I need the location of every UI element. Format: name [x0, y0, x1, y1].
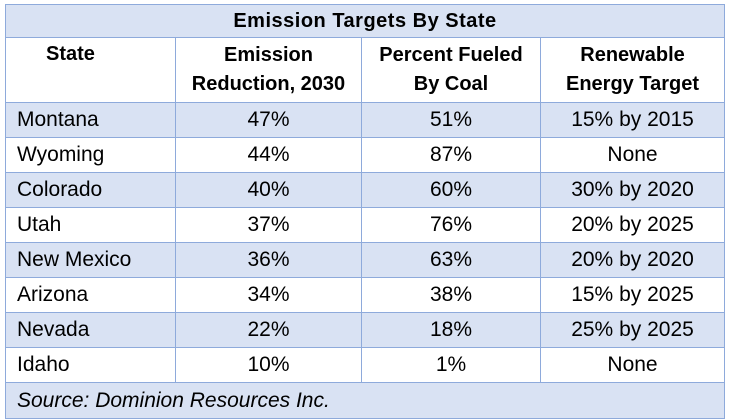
header-percent-coal: Percent Fueled By Coal — [361, 37, 541, 103]
cell-reduction: 36% — [175, 242, 362, 278]
cell-coal: 87% — [361, 137, 541, 173]
header-emission-reduction-line2: Reduction, 2030 — [191, 73, 346, 95]
header-row: State Emission Reduction, 2030 Percent F… — [5, 37, 726, 103]
cell-coal: 18% — [361, 312, 541, 348]
cell-state: Wyoming — [5, 137, 176, 173]
cell-coal: 63% — [361, 242, 541, 278]
header-renewable-target: Renewable Energy Target — [539, 37, 726, 103]
cell-state: Montana — [5, 102, 176, 138]
header-renewable-target-line2: Energy Target — [566, 73, 699, 95]
emission-targets-table: Emission Targets By State State Emission… — [4, 4, 726, 419]
header-emission-reduction-line1: Emission — [224, 44, 313, 66]
cell-state: New Mexico — [5, 242, 176, 278]
table-row: Idaho 10% 1% None — [5, 347, 726, 383]
table-row: Wyoming 44% 87% None — [5, 137, 726, 173]
cell-renewable: 25% by 2025 — [539, 312, 726, 348]
cell-renewable: 30% by 2020 — [539, 172, 726, 208]
cell-coal: 38% — [361, 277, 541, 313]
cell-reduction: 40% — [175, 172, 362, 208]
header-state: State — [5, 37, 176, 103]
cell-reduction: 47% — [175, 102, 362, 138]
cell-reduction: 37% — [175, 207, 362, 243]
cell-renewable: 15% by 2015 — [539, 102, 726, 138]
cell-renewable: None — [539, 347, 726, 383]
cell-reduction: 10% — [175, 347, 362, 383]
cell-state: Idaho — [5, 347, 176, 383]
table-title-row: Emission Targets By State — [4, 4, 726, 38]
cell-coal: 1% — [361, 347, 541, 383]
cell-renewable: 20% by 2020 — [539, 242, 726, 278]
cell-reduction: 34% — [175, 277, 362, 313]
cell-state: Colorado — [5, 172, 176, 208]
table-row: Nevada 22% 18% 25% by 2025 — [5, 312, 726, 348]
source-note: Source: Dominion Resources Inc. — [4, 382, 726, 419]
header-emission-reduction: Emission Reduction, 2030 — [175, 37, 362, 103]
cell-coal: 76% — [361, 207, 541, 243]
table-row: Arizona 34% 38% 15% by 2025 — [5, 277, 726, 313]
table-row: Utah 37% 76% 20% by 2025 — [5, 207, 726, 243]
cell-state: Arizona — [5, 277, 176, 313]
cell-reduction: 22% — [175, 312, 362, 348]
header-percent-coal-line2: By Coal — [413, 73, 489, 95]
table-title: Emission Targets By State — [4, 4, 726, 38]
cell-renewable: None — [539, 137, 726, 173]
cell-reduction: 44% — [175, 137, 362, 173]
cell-coal: 51% — [361, 102, 541, 138]
cell-renewable: 15% by 2025 — [539, 277, 726, 313]
cell-state: Nevada — [5, 312, 176, 348]
cell-state: Utah — [5, 207, 176, 243]
table-row: Colorado 40% 60% 30% by 2020 — [5, 172, 726, 208]
header-renewable-target-line1: Renewable — [580, 44, 685, 66]
table-row: Montana 47% 51% 15% by 2015 — [5, 102, 726, 138]
cell-renewable: 20% by 2025 — [539, 207, 726, 243]
cell-coal: 60% — [361, 172, 541, 208]
table-row: New Mexico 36% 63% 20% by 2020 — [5, 242, 726, 278]
header-percent-coal-line1: Percent Fueled — [379, 44, 523, 66]
source-row: Source: Dominion Resources Inc. — [4, 382, 726, 419]
